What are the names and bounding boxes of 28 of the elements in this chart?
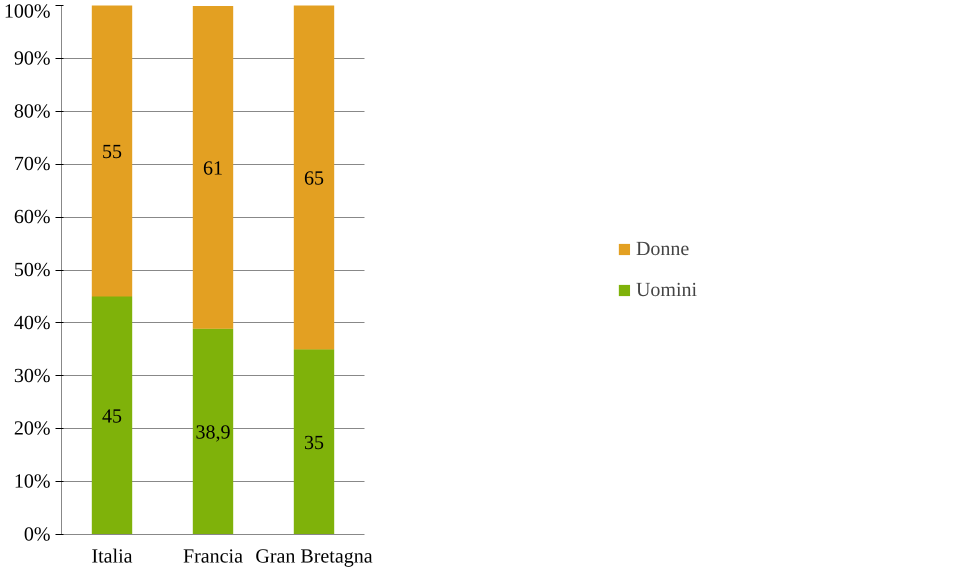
bar xyxy=(92,6,132,296)
y-tick-label: 100% xyxy=(4,0,51,22)
y-tick-label: 60% xyxy=(14,206,51,228)
y-tick-label: 40% xyxy=(14,312,51,334)
x-tick-label: Italia xyxy=(91,546,133,568)
data-label: 45 xyxy=(102,405,122,428)
y-tick-label: 30% xyxy=(14,364,51,387)
bar xyxy=(92,296,132,534)
legend-label: Uomini xyxy=(636,278,698,302)
y-tick-label: 80% xyxy=(14,100,51,122)
data-label: 61 xyxy=(203,157,223,180)
y-tick-label: 0% xyxy=(24,524,51,546)
bar xyxy=(294,349,334,534)
data-label: 65 xyxy=(304,167,324,190)
y-tick-label: 70% xyxy=(14,153,51,176)
data-label: 38,9 xyxy=(196,422,230,444)
legend-label: Donne xyxy=(636,238,690,260)
x-tick-label: Francia xyxy=(183,546,244,568)
bar xyxy=(192,328,234,534)
y-tick-label: 20% xyxy=(14,418,51,440)
y-tick-label: 50% xyxy=(14,259,51,281)
y-tick-label: 10% xyxy=(14,470,51,493)
y-tick-label: 90% xyxy=(14,47,51,70)
bar xyxy=(192,6,234,329)
x-tick-label: Gran Bretagna xyxy=(255,546,373,568)
data-label: 35 xyxy=(304,432,324,454)
data-label: 55 xyxy=(102,140,122,163)
bar xyxy=(294,6,334,350)
